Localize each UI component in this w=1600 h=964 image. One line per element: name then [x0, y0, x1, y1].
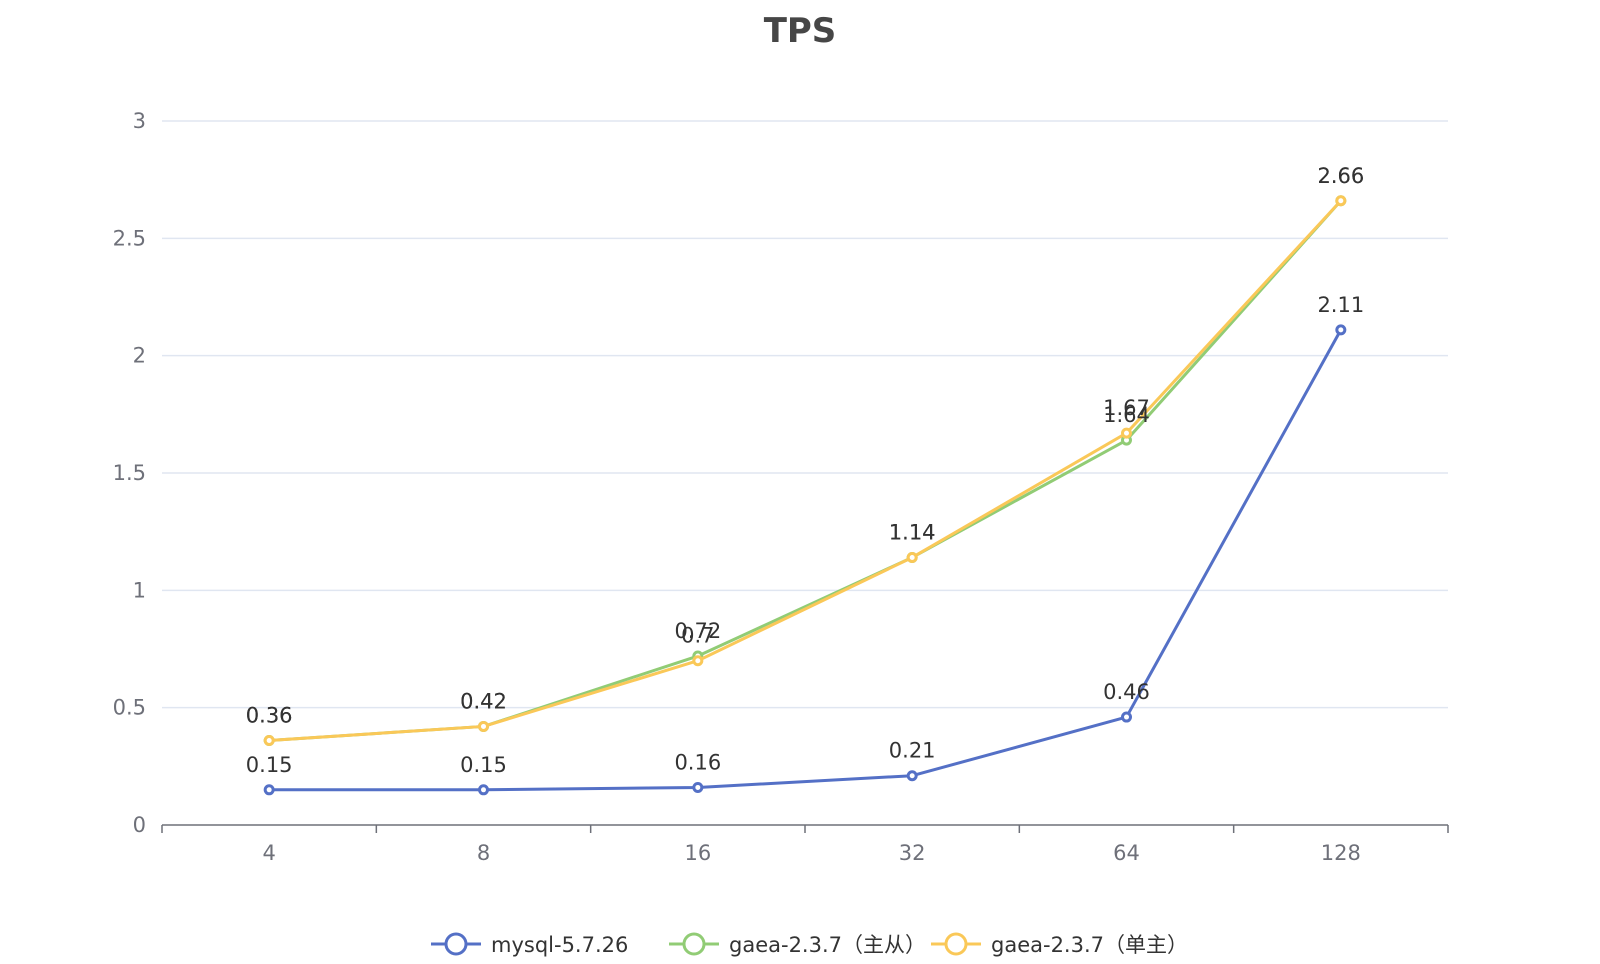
legend-item-2[interactable]: gaea-2.3.7（主从）: [669, 932, 926, 957]
legend-label: gaea-2.3.7（单主）: [991, 933, 1188, 957]
y-tick-label: 2.5: [113, 226, 146, 250]
data-label: 0.36: [246, 704, 293, 728]
y-tick-label: 3: [133, 109, 146, 133]
series-line-3[interactable]: [269, 199, 1342, 743]
data-label: 1.14: [889, 520, 936, 544]
data-label: 0.21: [889, 739, 936, 763]
data-label: 1.64: [1103, 403, 1150, 427]
x-tick-label: 16: [684, 841, 711, 865]
data-labels: 0.15 0.15 0.16 0.21 0.46 2.11 0.36 0.42 0.72 1.14…: [246, 164, 1364, 777]
series-lines: [263, 195, 1347, 796]
data-label: 0.46: [1103, 680, 1150, 704]
data-label: 0.16: [674, 750, 721, 774]
legend-marker-icon: [682, 932, 706, 956]
data-point[interactable]: [263, 784, 275, 796]
data-label: 1.14: [889, 520, 936, 544]
data-point[interactable]: [1121, 427, 1132, 439]
data-label: 0.15: [460, 753, 507, 777]
x-tick-label: 64: [1113, 841, 1140, 865]
axes: 0 0.5 1 1.5 2 2.5 3 4 8 16 32 64 128: [113, 109, 1449, 865]
legend-item-3[interactable]: gaea-2.3.7（单主）: [931, 932, 1188, 957]
x-tick-label: 128: [1321, 841, 1361, 865]
legend[interactable]: mysql-5.7.26 gaea-2.3.7（主从） gaea-2.3.7（单主）: [431, 932, 1188, 957]
data-point[interactable]: [692, 655, 704, 667]
data-label: 2.66: [1317, 164, 1364, 188]
data-label: 2.11: [1317, 293, 1364, 317]
x-tick-label: 4: [262, 841, 275, 865]
legend-item-1[interactable]: mysql-5.7.26: [431, 932, 628, 957]
y-tick-label: 0.5: [113, 696, 146, 720]
legend-marker-icon: [944, 932, 968, 956]
series-line-2[interactable]: [269, 199, 1342, 743]
data-point[interactable]: [1121, 711, 1132, 723]
y-tick-label: 1.5: [113, 461, 146, 485]
y-tick-label: 1: [133, 578, 146, 602]
data-point[interactable]: [906, 770, 918, 782]
legend-marker-icon: [444, 932, 468, 956]
data-label: 0.42: [460, 689, 507, 713]
data-label: 2.66: [1317, 164, 1364, 188]
data-point[interactable]: [906, 551, 918, 563]
data-point[interactable]: [478, 720, 489, 732]
series-line-1[interactable]: [269, 329, 1343, 792]
data-point[interactable]: [478, 784, 489, 796]
x-tick-label: 32: [899, 841, 926, 865]
legend-label: gaea-2.3.7（主从）: [729, 933, 926, 957]
x-tick-label: 8: [477, 841, 490, 865]
data-label: 0.72: [674, 619, 721, 643]
chart-title: TPS: [764, 11, 837, 51]
data-point[interactable]: [692, 781, 704, 793]
legend-label: mysql-5.7.26: [491, 933, 628, 957]
data-point[interactable]: [1335, 324, 1347, 336]
data-label: 0.42: [460, 689, 507, 713]
data-point[interactable]: [263, 735, 275, 747]
y-tick-label: 2: [133, 344, 146, 368]
y-tick-label: 0: [133, 813, 146, 837]
data-point[interactable]: [1335, 195, 1347, 207]
data-label: 0.36: [246, 704, 293, 728]
data-label: 0.7: [681, 624, 714, 648]
data-label: 1.67: [1103, 396, 1150, 420]
data-label: 0.15: [246, 753, 293, 777]
grid-lines: [162, 120, 1448, 709]
